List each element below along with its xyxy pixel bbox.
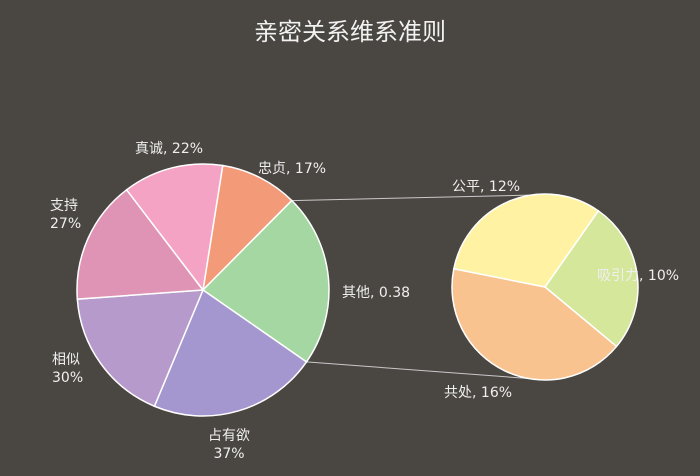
label-main-3-line-0: 相似 [52,352,80,368]
secondary-pie [451,193,639,381]
label-secondary-0-part-0-1: 10% [648,268,679,284]
label-main-0-part-0-1: 17% [295,161,326,177]
main-slice-2 [153,288,308,417]
label-main-3-part-0-0: 相似 [52,352,80,368]
label-secondary-0: 吸引力, 10% [597,268,679,284]
main-pie [76,163,330,417]
label-main-2: 占有欲 37% [208,428,250,462]
label-secondary-2-line-0: 公平, 12% [452,179,520,195]
label-main-3: 相似 30% [52,352,83,386]
label-secondary-2: 公平, 12% [452,179,520,195]
label-secondary-0-part-0-0: 吸引力 [597,268,639,284]
connector-lines [291,194,536,380]
label-main-5: 真诚, 22% [135,141,203,157]
label-main-5-part-0-1: 22% [172,141,203,157]
label-secondary-0-line-0: 吸引力, 10% [597,268,679,284]
label-main-0-sep: , [286,161,295,177]
label-secondary-2-sep: , [480,179,489,195]
label-main-3-part-1-0: 30% [52,370,83,386]
secondary-slice-0 [543,209,639,348]
label-main-2-line-1: 37% [213,446,244,462]
main-slice-5 [125,163,224,292]
secondary-slice-1 [451,267,618,381]
label-main-4-part-1-0: 27% [50,216,81,232]
label-secondary-1: 共处, 16% [444,385,512,401]
label-main-2-line-0: 占有欲 [208,428,250,444]
label-main-1: 其他, 0.38 [342,285,410,301]
main-slice-0 [201,164,293,293]
label-main-4: 支持 27% [50,198,81,232]
main-slice-4 [76,188,205,300]
label-secondary-1-sep: , [472,385,481,401]
label-main-5-part-0-0: 真诚 [135,141,163,157]
label-main-4-part-0-0: 支持 [50,198,78,214]
label-main-3-line-1: 30% [52,370,83,386]
label-main-5-line-0: 真诚, 22% [135,141,203,157]
label-main-1-sep: , [370,285,379,301]
label-main-1-line-0: 其他, 0.38 [342,285,410,301]
secondary-slice-2 [452,193,600,288]
label-secondary-1-part-0-1: 16% [481,385,512,401]
label-main-2-part-1-0: 37% [213,446,244,462]
label-main-1-part-0-0: 其他 [342,285,370,301]
connector-line-0 [291,194,536,202]
label-main-4-line-0: 支持 [50,198,78,214]
label-secondary-2-part-0-0: 公平 [452,179,480,195]
label-main-1-part-0-1: 0.38 [379,285,410,301]
main-slice-1 [201,199,330,363]
label-secondary-2-part-0-1: 12% [489,179,520,195]
label-main-0: 忠贞, 17% [258,160,326,177]
label-main-5-sep: , [163,141,172,157]
label-main-2-part-0-0: 占有欲 [208,428,250,444]
slice-labels: 忠贞, 17% 其他, 0.38 占有欲 37% 相似 30% 支持 27% 真诚, 22% 吸引… [50,141,679,462]
label-secondary-0-sep: , [639,268,648,284]
label-secondary-1-line-0: 共处, 16% [444,385,512,401]
chart-title: 亲密关系维系准则 [254,18,446,46]
main-slice-3 [76,289,205,408]
connector-line-1 [306,361,536,380]
label-main-0-line-0: 忠贞, 17% [258,160,326,177]
label-secondary-1-part-0-0: 共处 [444,385,472,401]
label-main-0-part-0-0: 忠贞 [258,160,286,177]
label-main-4-line-1: 27% [50,216,81,232]
